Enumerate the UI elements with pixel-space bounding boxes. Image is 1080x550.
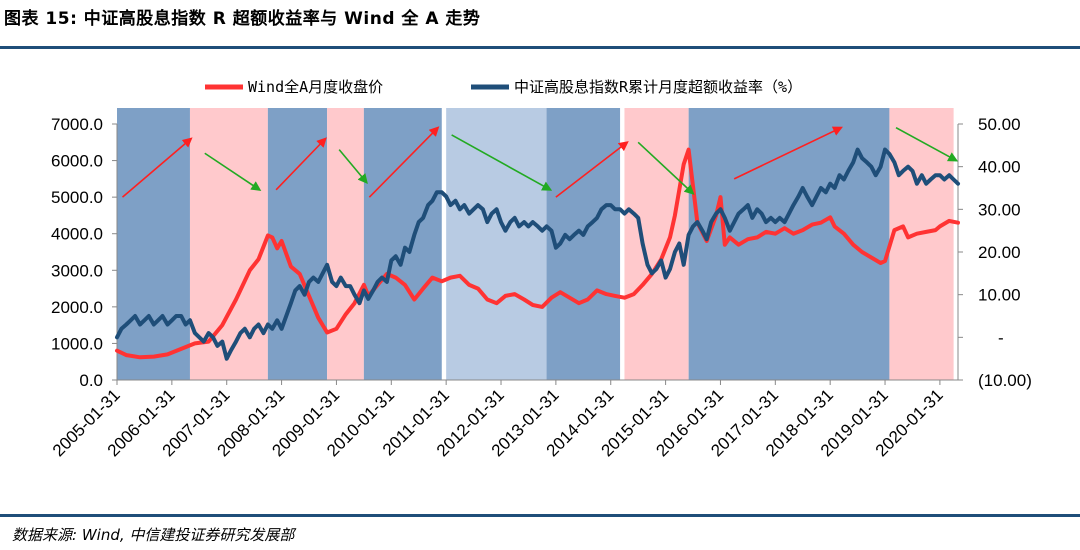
green-down-arrow xyxy=(204,152,262,191)
wind-all-a-line xyxy=(115,147,960,360)
series-lines xyxy=(115,147,960,361)
legend: Wind全A月度收盘价 中证高股息指数R累计月度超额收益率（%） xyxy=(205,78,802,96)
legend-label: Wind全A月度收盘价 xyxy=(248,78,383,96)
left-tick-label: 6000.0 xyxy=(51,152,103,171)
right-tick-label: - xyxy=(998,328,1004,347)
left-tick-label: 2000.0 xyxy=(51,298,103,317)
left-tick-label: 4000.0 xyxy=(51,225,103,244)
shaded-region xyxy=(189,108,268,380)
left-tick-label: 1000.0 xyxy=(51,334,103,353)
high-dividend-excess-line xyxy=(115,147,960,361)
shaded-region xyxy=(117,108,190,380)
left-tick-label: 5000.0 xyxy=(51,188,103,207)
green-down-arrow xyxy=(637,141,695,195)
left-tick-label: 3000.0 xyxy=(51,261,103,280)
red-up-arrow xyxy=(733,126,843,180)
red-up-arrow xyxy=(555,141,629,198)
right-tick-label: 30.00 xyxy=(978,200,1021,219)
shaded-region xyxy=(363,108,442,380)
shaded-region xyxy=(327,108,364,380)
right-tick-label: (10.00) xyxy=(978,371,1032,390)
shaded-region xyxy=(889,108,954,380)
source-note: 数据来源: Wind, 中信建投证券研究发展部 xyxy=(12,526,295,544)
red-up-arrow xyxy=(121,137,193,198)
green-down-arrow xyxy=(338,149,368,185)
green-down-arrow xyxy=(451,134,553,191)
green-down-arrow xyxy=(895,126,959,162)
right-tick-label: 10.00 xyxy=(978,286,1021,305)
red-up-arrow xyxy=(275,137,327,191)
right-tick-label: 20.00 xyxy=(978,243,1021,262)
right-tick-label: 50.00 xyxy=(978,115,1021,134)
shaded-regions xyxy=(117,108,954,380)
bottom-divider xyxy=(0,514,1080,517)
red-up-arrow xyxy=(368,126,440,198)
left-tick-label: 7000.0 xyxy=(51,115,103,134)
shaded-region xyxy=(446,108,547,380)
legend-label: 中证高股息指数R累计月度超额收益率（%） xyxy=(514,78,802,96)
right-tick-label: 40.00 xyxy=(978,158,1021,177)
figure-title: 图表 15: 中证高股息指数 R 超额收益率与 Wind 全 A 走势 xyxy=(4,9,481,29)
annotation-arrows xyxy=(121,126,959,198)
left-tick-label: 0.0 xyxy=(79,371,103,390)
chart-area: 0.0 1000.0 2000.0 3000.0 4000.0 5000.0 6000.0 7… xyxy=(49,78,1032,460)
top-divider xyxy=(0,46,1080,49)
